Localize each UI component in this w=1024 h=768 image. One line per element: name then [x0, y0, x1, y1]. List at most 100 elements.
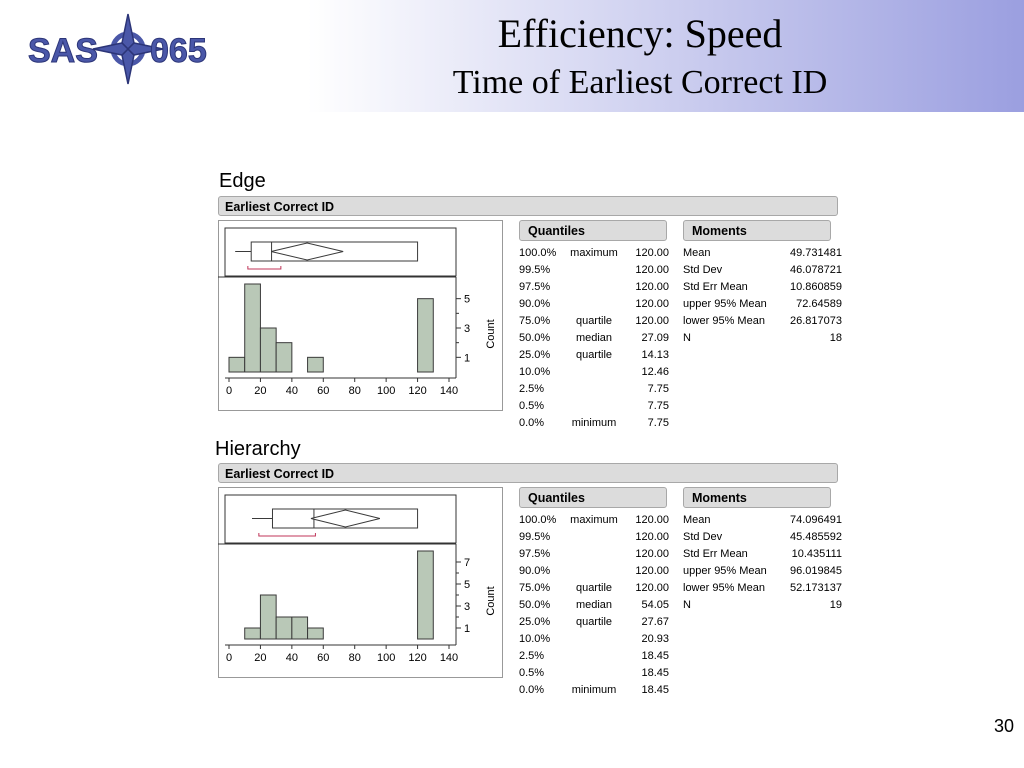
y-axis-label: Count — [485, 319, 497, 348]
quantile-row: 25.0% quartile 14.13 — [519, 347, 671, 364]
quantile-row: 0.0% minimum 7.75 — [519, 415, 671, 432]
quantile-value: 120.00 — [635, 582, 669, 594]
quantile-row: 2.5% 18.45 — [519, 648, 671, 665]
y-tick-label: 1 — [464, 623, 470, 635]
quantile-row: 10.0% 12.46 — [519, 364, 671, 381]
quantile-label: quartile — [575, 315, 613, 327]
histogram-bar — [275, 616, 293, 640]
quantile-level: 25.0% — [519, 349, 551, 361]
moment-name: Std Dev — [683, 531, 723, 543]
quantile-level: 0.5% — [519, 667, 545, 679]
quantile-level: 99.5% — [519, 264, 551, 276]
quantile-level: 0.5% — [519, 400, 545, 412]
quantile-label: maximum — [570, 247, 618, 259]
quantiles-header-edge[interactable]: Quantiles — [519, 220, 667, 241]
histogram-bar — [259, 594, 277, 640]
quantile-level: 0.0% — [519, 417, 545, 429]
quantile-level: 0.0% — [519, 684, 545, 696]
x-tick-label: 80 — [349, 652, 361, 664]
quantile-row: 50.0% median 54.05 — [519, 597, 671, 614]
moment-name: Mean — [683, 247, 711, 259]
moment-value: 72.64589 — [796, 298, 842, 310]
histogram-bar — [307, 627, 324, 640]
moment-row: lower 95% Mean 26.817073 — [683, 313, 845, 330]
quantile-row: 0.0% minimum 18.45 — [519, 682, 671, 699]
quantile-row: 0.5% 7.75 — [519, 398, 671, 415]
histogram-bar — [417, 550, 434, 640]
box-iqr — [250, 241, 419, 262]
moment-value: 18 — [829, 332, 842, 344]
quantile-value: 120.00 — [635, 264, 669, 276]
moment-value: 19 — [829, 599, 842, 611]
moment-value: 46.078721 — [790, 264, 842, 276]
slide-title: Efficiency: Speed — [497, 11, 783, 56]
quantile-value: 120.00 — [635, 514, 669, 526]
x-tick-label: 100 — [377, 652, 395, 664]
y-tick-label: 3 — [464, 601, 470, 613]
quantile-row: 50.0% median 27.09 — [519, 330, 671, 347]
box-iqr — [271, 508, 419, 529]
box-plot-frame — [224, 494, 457, 544]
quantile-row: 25.0% quartile 27.67 — [519, 614, 671, 631]
moment-name: Std Err Mean — [683, 548, 748, 560]
y-tick-label: 1 — [464, 352, 470, 364]
quantile-row: 75.0% quartile 120.00 — [519, 580, 671, 597]
x-tick-label: 120 — [408, 385, 426, 397]
histogram-bar — [259, 327, 277, 373]
histogram-bar — [307, 356, 324, 373]
quantile-level: 75.0% — [519, 582, 551, 594]
quantile-level: 90.0% — [519, 298, 551, 310]
moment-row: Mean 49.731481 — [683, 245, 845, 262]
quantile-level: 97.5% — [519, 548, 551, 560]
x-tick-label: 120 — [408, 652, 426, 664]
quantile-row: 90.0% 120.00 — [519, 563, 671, 580]
x-tick-label: 140 — [440, 652, 458, 664]
sas-065-logo: SAS 065 — [28, 13, 207, 85]
quantiles-header-hierarchy[interactable]: Quantiles — [519, 487, 667, 508]
x-tick-label: 20 — [254, 652, 266, 664]
moments-header-hierarchy[interactable]: Moments — [683, 487, 831, 508]
quantile-level: 10.0% — [519, 366, 551, 378]
quantile-label: quartile — [575, 582, 613, 594]
y-tick-label: 5 — [464, 294, 470, 306]
quantile-value: 120.00 — [635, 298, 669, 310]
x-tick-label: 80 — [349, 385, 361, 397]
quantile-label: median — [575, 599, 613, 611]
quantile-level: 2.5% — [519, 383, 545, 395]
quantile-level: 100.0% — [519, 247, 557, 259]
quantile-value: 14.13 — [641, 349, 669, 361]
histogram-chart-hierarchy: 0 20 40 60 80 100 120 140 1 3 5 7 Count — [218, 494, 497, 664]
moment-name: lower 95% Mean — [683, 582, 765, 594]
moment-name: Mean — [683, 514, 711, 526]
moment-row: N 18 — [683, 330, 845, 347]
report-header-edge[interactable]: Earliest Correct ID — [218, 196, 838, 216]
y-tick-label: 3 — [464, 323, 470, 335]
moments-header-edge[interactable]: Moments — [683, 220, 831, 241]
moment-value: 49.731481 — [790, 247, 842, 259]
quantile-value: 120.00 — [635, 315, 669, 327]
quantile-value: 120.00 — [635, 531, 669, 543]
quantile-value: 120.00 — [635, 548, 669, 560]
quantile-value: 120.00 — [635, 565, 669, 577]
quantile-label: maximum — [570, 514, 618, 526]
quantile-row: 97.5% 120.00 — [519, 546, 671, 563]
plot-frame-hierarchy — [218, 487, 503, 678]
quantile-row: 10.0% 20.93 — [519, 631, 671, 648]
x-tick-label: 0 — [226, 385, 232, 397]
quantile-value: 120.00 — [635, 247, 669, 259]
slide-subtitle: Time of Earliest Correct ID — [452, 64, 828, 101]
shortest-half-bracket — [258, 533, 316, 537]
quantile-value: 7.75 — [647, 383, 669, 395]
y-axis-label: Count — [485, 586, 497, 615]
x-tick-label: 20 — [254, 385, 266, 397]
quantile-value: 54.05 — [641, 599, 669, 611]
moment-row: Std Dev 46.078721 — [683, 262, 845, 279]
histogram-bar — [244, 283, 261, 373]
quantile-row: 90.0% 120.00 — [519, 296, 671, 313]
quantile-row: 100.0% maximum 120.00 — [519, 245, 671, 262]
quantile-value: 27.67 — [641, 616, 669, 628]
quantile-label: minimum — [571, 684, 617, 696]
report-header-hierarchy[interactable]: Earliest Correct ID — [218, 463, 838, 483]
quantile-level: 97.5% — [519, 281, 551, 293]
moment-row: lower 95% Mean 52.173137 — [683, 580, 845, 597]
